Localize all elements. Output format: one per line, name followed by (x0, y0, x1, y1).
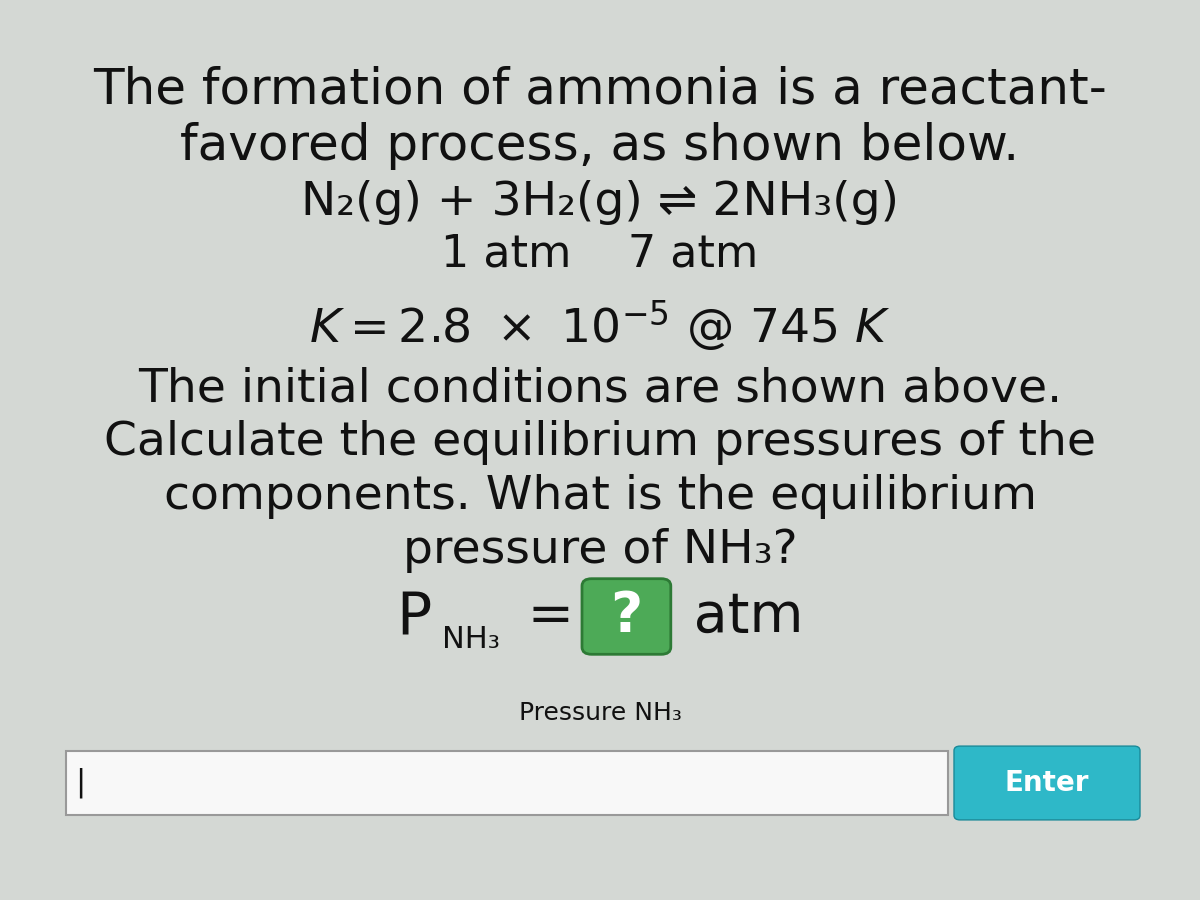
Text: pressure of NH₃?: pressure of NH₃? (403, 528, 797, 573)
FancyBboxPatch shape (66, 751, 948, 815)
Text: favored process, as shown below.: favored process, as shown below. (180, 122, 1020, 170)
Text: Enter: Enter (1004, 769, 1090, 797)
Text: Pressure NH₃: Pressure NH₃ (518, 701, 682, 724)
Text: P: P (396, 588, 431, 645)
FancyBboxPatch shape (954, 746, 1140, 820)
Text: The initial conditions are shown above.: The initial conditions are shown above. (138, 366, 1062, 411)
Text: 1 atm    7 atm: 1 atm 7 atm (442, 232, 758, 275)
Text: $K = 2.8\ \times\ 10^{-5}\ @\ 745\ K$: $K = 2.8\ \times\ 10^{-5}\ @\ 745\ K$ (310, 298, 890, 354)
Text: The formation of ammonia is a reactant-: The formation of ammonia is a reactant- (94, 66, 1106, 114)
Text: components. What is the equilibrium: components. What is the equilibrium (163, 474, 1037, 519)
Text: Calculate the equilibrium pressures of the: Calculate the equilibrium pressures of t… (104, 420, 1096, 465)
Text: =: = (510, 590, 592, 644)
Text: ?: ? (611, 590, 642, 644)
Text: N₂(g) + 3H₂(g) ⇌ 2NH₃(g): N₂(g) + 3H₂(g) ⇌ 2NH₃(g) (301, 180, 899, 225)
Text: |: | (76, 768, 86, 798)
Text: atm: atm (676, 590, 803, 644)
Text: NH₃: NH₃ (442, 626, 499, 654)
FancyBboxPatch shape (582, 579, 671, 654)
